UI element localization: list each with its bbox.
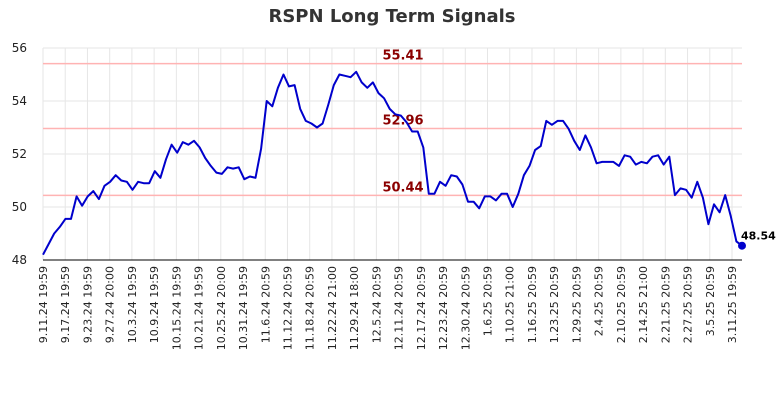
x-tick-label: 9.27.24 20:00 (104, 266, 117, 343)
y-tick-label: 50 (12, 200, 27, 214)
y-tick-label: 52 (12, 147, 27, 161)
x-tick-label: 10.3.24 19:59 (126, 266, 139, 343)
x-tick-label: 10.15.24 19:59 (170, 266, 183, 350)
x-tick-label: 1.10.25 21:00 (504, 266, 517, 343)
x-tick-label: 2.27.25 20:59 (682, 266, 695, 343)
x-tick-label: 2.14.25 21:00 (637, 266, 650, 343)
x-tick-label: 11.22.24 21:00 (326, 266, 339, 350)
last-value-label: 48.54 (741, 230, 776, 243)
x-tick-label: 3.11.25 19:59 (726, 266, 739, 343)
x-tick-label: 11.18.24 20:59 (304, 266, 317, 350)
price-series-line (42, 70, 743, 256)
x-tick-label: 10.25.24 20:00 (215, 266, 228, 350)
x-tick-label: 9.23.24 19:59 (81, 266, 94, 343)
x-tick-label: 12.17.24 20:59 (415, 266, 428, 350)
x-tick-label: 11.12.24 20:59 (281, 266, 294, 350)
x-tick-label: 1.23.25 20:59 (548, 266, 561, 343)
x-tick-label: 11.29.24 18:00 (348, 266, 361, 350)
last-point-marker (738, 241, 746, 250)
y-tick-label: 54 (12, 94, 27, 108)
x-tick-label: 2.10.25 20:59 (615, 266, 628, 343)
x-tick-label: 2.4.25 20:59 (593, 266, 606, 336)
x-tick-label: 3.5.25 20:59 (704, 266, 717, 336)
y-tick-label: 48 (12, 253, 27, 267)
x-tick-label: 9.11.24 19:59 (37, 266, 50, 343)
x-tick-label: 12.30.24 20:59 (459, 266, 472, 350)
x-tick-label: 10.21.24 19:59 (193, 266, 206, 350)
signal-label: 55.41 (382, 49, 423, 64)
x-tick-label: 1.16.25 20:59 (526, 266, 539, 343)
x-tick-label: 10.31.24 19:59 (237, 266, 250, 350)
x-tick-label: 10.9.24 19:59 (148, 266, 161, 343)
y-tick-label: 56 (12, 41, 27, 55)
x-tick-label: 11.6.24 20:59 (259, 266, 272, 343)
signal-label: 50.44 (382, 180, 423, 195)
x-tick-label: 12.11.24 20:59 (393, 266, 406, 350)
x-tick-label: 2.21.25 20:59 (659, 266, 672, 343)
x-tick-label: 12.5.24 20:59 (370, 266, 383, 343)
signal-label: 52.96 (382, 114, 423, 129)
x-tick-label: 12.23.24 20:59 (437, 266, 450, 350)
x-tick-label: 9.17.24 19:59 (59, 266, 72, 343)
x-tick-label: 1.6.25 20:59 (482, 266, 495, 336)
x-tick-label: 1.29.25 20:59 (570, 266, 583, 343)
chart-title: RSPN Long Term Signals (268, 6, 516, 27)
